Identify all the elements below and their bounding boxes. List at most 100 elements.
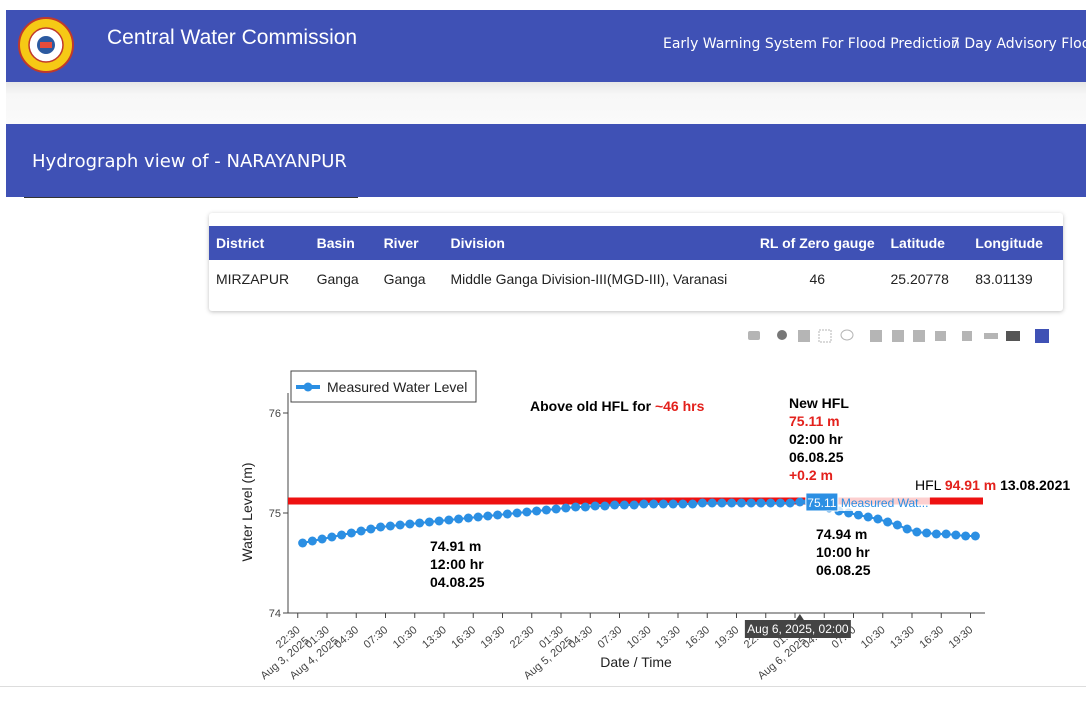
- x-tick-group: 07:30: [596, 624, 625, 651]
- x-tick-group: 19:30: [479, 624, 508, 651]
- x-tick-group: 07:30: [362, 624, 391, 651]
- x-tick-group: 13:30: [654, 624, 683, 651]
- annotation: 74.91 m: [430, 538, 481, 554]
- hover-x-box: [744, 620, 851, 638]
- zoom-button[interactable]: [777, 330, 787, 340]
- data-point: [385, 521, 395, 531]
- lasso-button[interactable]: [840, 329, 854, 341]
- column-header: Latitude: [883, 226, 969, 260]
- data-point: [853, 510, 863, 520]
- reset-button[interactable]: [935, 331, 946, 341]
- table-cell: Middle Ganga Division-III(MGD-III), Vara…: [450, 271, 728, 287]
- data-point: [541, 505, 551, 515]
- data-point: [756, 498, 766, 508]
- hover-x-pointer: [795, 614, 804, 620]
- table-cell: Ganga: [316, 271, 359, 287]
- annotation-part: +0.2 m: [789, 467, 833, 483]
- x-axis-title: Date / Time: [600, 654, 672, 670]
- pan-button[interactable]: [798, 330, 810, 342]
- annotation: 10:00 hr: [816, 544, 870, 560]
- data-point: [639, 499, 649, 509]
- annotation-part: 06.08.25: [816, 562, 871, 578]
- hover-x-label: Aug 6, 2025, 02:00: [747, 622, 849, 636]
- data-point: [571, 502, 581, 512]
- zoom-in-button[interactable]: [870, 330, 882, 342]
- hover-closest-button[interactable]: [984, 333, 998, 339]
- data-point: [424, 517, 434, 527]
- nav-link[interactable]: 7 Day Advisory Flood: [951, 36, 1086, 52]
- legend-marker: [303, 382, 313, 392]
- data-point: [912, 527, 922, 537]
- data-point: [590, 501, 600, 511]
- underline: [24, 197, 358, 198]
- data-point: [493, 510, 503, 520]
- data-point: [951, 530, 961, 540]
- column-header: River: [376, 226, 444, 260]
- x-tick-label: 07:30: [362, 624, 391, 651]
- data-point: [970, 531, 980, 541]
- annotation-part: 94.91 m: [945, 477, 1000, 493]
- data-point: [961, 531, 971, 541]
- data-point: [444, 515, 454, 525]
- data-point: [532, 506, 542, 516]
- data-point: [512, 508, 522, 518]
- data-point: [668, 499, 678, 509]
- annotation: 74.94 m: [816, 526, 867, 542]
- data-point: [580, 502, 590, 512]
- x-tick-label: 13:30: [888, 624, 917, 651]
- camera-button[interactable]: [748, 331, 760, 340]
- table-cell: MIRZAPUR: [216, 271, 290, 287]
- y-tick-label: 75: [269, 508, 281, 520]
- data-point: [892, 520, 902, 530]
- x-tick-label: 19:30: [713, 624, 742, 651]
- plotly-logo[interactable]: [1035, 329, 1049, 343]
- x-tick-label: 13:30: [654, 624, 683, 651]
- column-header: Longitude: [968, 226, 1063, 260]
- x-tick-label: 16:30: [917, 624, 946, 651]
- annotation-part: 75.11 m: [789, 413, 840, 429]
- autoscale-button[interactable]: [913, 330, 925, 342]
- spike-button[interactable]: [962, 331, 972, 341]
- table-cell: Ganga: [383, 271, 426, 287]
- data-point: [941, 529, 951, 539]
- annotation: 06.08.25: [789, 449, 844, 465]
- nav-link[interactable]: Early Warning System For Flood Predictio…: [663, 36, 960, 52]
- data-point: [337, 530, 347, 540]
- x-tick-label: 04:30: [566, 624, 595, 651]
- data-point: [473, 512, 483, 522]
- annotation-part: 74.91 m: [430, 538, 481, 554]
- data-point: [356, 526, 366, 536]
- x-tick-group: 22:30: [508, 624, 537, 651]
- spacer: [6, 82, 1086, 124]
- data-point: [775, 498, 785, 508]
- annotation: 02:00 hr: [789, 431, 843, 447]
- zoom-out-button[interactable]: [892, 330, 904, 342]
- annotation-part: 06.08.25: [789, 449, 844, 465]
- x-tick-group: 10:30: [625, 624, 654, 651]
- annotation-part: ~46 hrs: [655, 398, 705, 414]
- data-point: [551, 504, 561, 514]
- x-tick-group: 13:30: [888, 624, 917, 651]
- data-point: [327, 532, 337, 542]
- data-point: [522, 507, 532, 517]
- data-point: [619, 500, 629, 510]
- section-header: Hydrograph view of - NARAYANPUR: [6, 124, 1086, 197]
- x-tick-group: 04:30: [332, 624, 361, 651]
- hover-name: Measured Wat...: [841, 496, 929, 510]
- select-button[interactable]: [818, 329, 832, 343]
- annotation: +0.2 m: [789, 467, 833, 483]
- data-point: [863, 512, 873, 522]
- x-tick-label: 10:30: [391, 624, 420, 651]
- data-point: [649, 499, 659, 509]
- data-point: [395, 520, 405, 530]
- x-tick-label: 19:30: [947, 624, 976, 651]
- column-header: District: [209, 226, 310, 260]
- data-point: [454, 514, 464, 524]
- hover-compare-button[interactable]: [1006, 331, 1020, 341]
- annotation-part: 10:00 hr: [816, 544, 870, 560]
- data-point: [873, 514, 883, 524]
- data-point: [678, 499, 688, 509]
- modebar: [748, 329, 1049, 343]
- data-point: [766, 498, 776, 508]
